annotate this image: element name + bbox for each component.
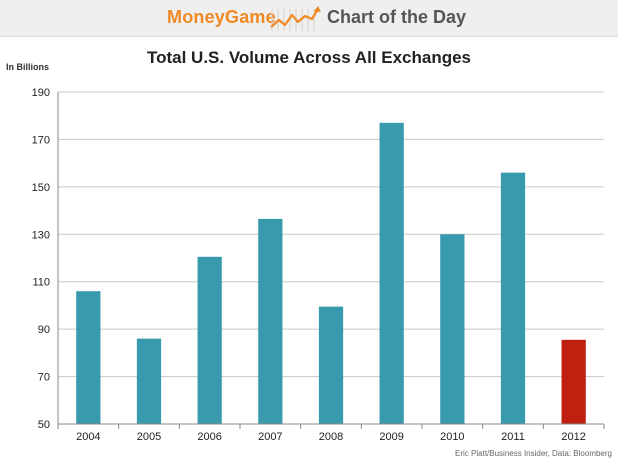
x-tick-label: 2009 xyxy=(379,431,403,443)
y-tick-label: 50 xyxy=(38,419,50,431)
x-tick-label: 2008 xyxy=(319,431,343,443)
y-tick-label: 170 xyxy=(32,134,50,146)
x-tick-label: 2007 xyxy=(258,431,282,443)
rising-line-chart-icon xyxy=(270,6,321,31)
bar-2009 xyxy=(379,122,404,424)
bar-2011 xyxy=(500,172,526,424)
brand-name: MoneyGame xyxy=(167,7,276,27)
bar-2006 xyxy=(197,256,222,424)
y-tick-label: 190 xyxy=(32,87,50,99)
bar-2007 xyxy=(258,218,283,424)
bar-2012 xyxy=(561,339,586,424)
chart-of-the-day-label: Chart of the Day xyxy=(327,7,467,27)
bar-2004 xyxy=(76,291,101,424)
source-note: Eric Platt/Business Insider, Data: Bloom… xyxy=(455,449,612,458)
y-tick-label: 130 xyxy=(32,229,50,241)
chart-title: Total U.S. Volume Across All Exchanges xyxy=(146,48,472,67)
x-tick-label: 2011 xyxy=(501,431,525,443)
y-tick-label: 70 xyxy=(38,372,50,384)
x-tick-label: 2012 xyxy=(561,431,585,443)
x-tick-label: 2005 xyxy=(137,431,161,443)
bar-2008 xyxy=(318,306,344,424)
y-axis-unit-label: In Billions xyxy=(6,62,50,72)
y-tick-label: 110 xyxy=(32,277,50,289)
x-tick-label: 2006 xyxy=(197,431,221,443)
header-banner: MoneyGame Chart of the Day xyxy=(0,0,618,37)
y-tick-label: 90 xyxy=(38,324,50,336)
x-tick-label: 2010 xyxy=(440,431,464,443)
bar-2010 xyxy=(440,234,465,424)
bar-2005 xyxy=(136,338,162,424)
y-tick-label: 150 xyxy=(32,182,50,194)
x-tick-label: 2004 xyxy=(76,431,100,443)
